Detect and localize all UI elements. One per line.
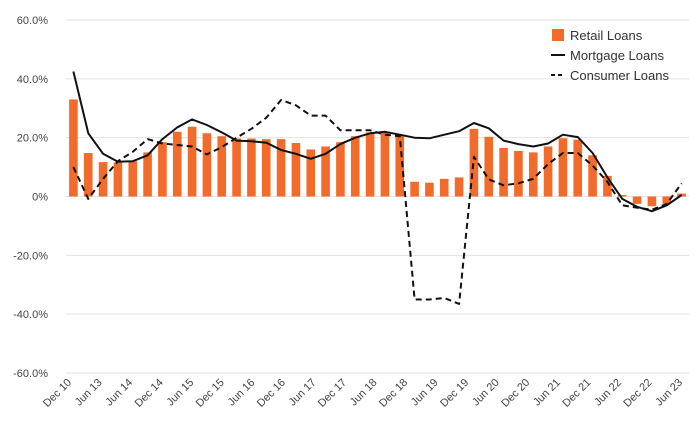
y-tick-label: 0% [32, 192, 48, 204]
x-tick-label: Dec 20 [499, 377, 532, 410]
x-tick-label: Jun 18 [348, 377, 380, 409]
retail-loans-bar [380, 132, 390, 197]
retail-loans-bar [632, 196, 642, 204]
legend-label-consumer-loans: Consumer Loans [570, 68, 669, 83]
retail-loans-bar [514, 150, 523, 197]
retail-loans-bar [202, 133, 212, 197]
y-tick-label: 60.0% [17, 15, 48, 27]
retail-loans-bar [647, 196, 657, 207]
x-tick-label: Dec 10 [41, 377, 74, 410]
retail-loans-bar [261, 139, 271, 197]
retail-loans-bar [499, 147, 508, 197]
y-tick-label: -40.0% [13, 309, 48, 321]
retail-loans-bar [306, 149, 316, 197]
y-tick-label: -20.0% [13, 250, 48, 262]
y-axis: 60.0% 40.0% 20.0% 0% -20.0% -40.0% -60.0% [13, 15, 48, 380]
retail-loans-bar [69, 99, 78, 197]
retail-loans-bar [365, 132, 375, 197]
retail-loans-bar [321, 146, 330, 197]
retail-loans-bar [217, 136, 227, 197]
retail-loans-bar [232, 138, 241, 197]
consumer-loans-line [72, 99, 683, 305]
x-tick-label: Jun 17 [287, 377, 319, 409]
x-tick-label: Dec 22 [621, 377, 654, 410]
legend: Retail Loans Mortgage Loans Consumer Loa… [551, 28, 669, 83]
retail-loans-bar [425, 182, 434, 197]
retail-loans-bar [336, 142, 345, 197]
retail-loans-bar [172, 131, 182, 197]
x-tick-label: Jun 20 [470, 377, 502, 409]
x-tick-label: Dec 15 [194, 377, 227, 410]
retail-loans-bar [410, 181, 419, 197]
y-tick-label: -60.0% [13, 368, 48, 380]
x-tick-label: Jun 19 [409, 377, 441, 409]
gridlines [66, 19, 689, 374]
retail-loans-bar [469, 128, 479, 197]
x-tick-label: Jun 16 [226, 377, 258, 409]
retail-loans-bar [350, 136, 360, 197]
legend-swatch-retail-loans [552, 29, 564, 41]
retail-loans-bar [528, 152, 538, 197]
x-tick-label: Jun 14 [103, 377, 135, 409]
retail-loans-bar [439, 178, 449, 197]
x-tick-label: Dec 14 [133, 377, 166, 410]
retail-loans-bar [395, 134, 405, 197]
loan-lines [72, 71, 683, 305]
retail-loans-bar [187, 126, 197, 197]
retail-loans-bars [69, 99, 686, 207]
x-tick-label: Jun 13 [73, 377, 105, 409]
retail-loans-bar [662, 196, 672, 204]
x-tick-label: Jun 23 [653, 377, 685, 409]
retail-loans-bar [113, 162, 123, 197]
retail-loans-bar [291, 142, 301, 197]
x-tick-label: Dec 19 [438, 377, 471, 410]
x-tick-label: Jun 22 [592, 377, 624, 409]
retail-loans-bar [158, 142, 167, 197]
x-tick-label: Dec 18 [377, 377, 410, 410]
retail-loans-bar [98, 162, 108, 197]
retail-loans-bar [454, 177, 464, 197]
x-tick-label: Dec 21 [560, 377, 593, 410]
retail-loans-bar [128, 161, 138, 197]
retail-loans-bar [603, 175, 612, 197]
retail-loans-bar [617, 195, 627, 197]
retail-loans-bar [276, 139, 286, 197]
legend-label-retail-loans: Retail Loans [570, 28, 643, 43]
retail-loans-bar [543, 146, 553, 197]
x-tick-label: Dec 16 [255, 377, 288, 410]
retail-loans-bar [484, 136, 494, 197]
x-tick-label: Jun 15 [164, 377, 196, 409]
retail-loans-bar [143, 152, 152, 197]
legend-label-mortgage-loans: Mortgage Loans [570, 48, 664, 63]
x-tick-label: Jun 21 [531, 377, 563, 409]
retail-loans-bar [558, 138, 568, 197]
retail-loans-bar [83, 152, 93, 197]
y-tick-label: 40.0% [17, 74, 48, 86]
retail-loans-bar [573, 139, 583, 197]
retail-loans-bar [247, 138, 256, 197]
x-tick-label: Dec 17 [316, 377, 349, 410]
retail-loans-bar [588, 155, 597, 197]
y-tick-label: 20.0% [17, 133, 48, 145]
